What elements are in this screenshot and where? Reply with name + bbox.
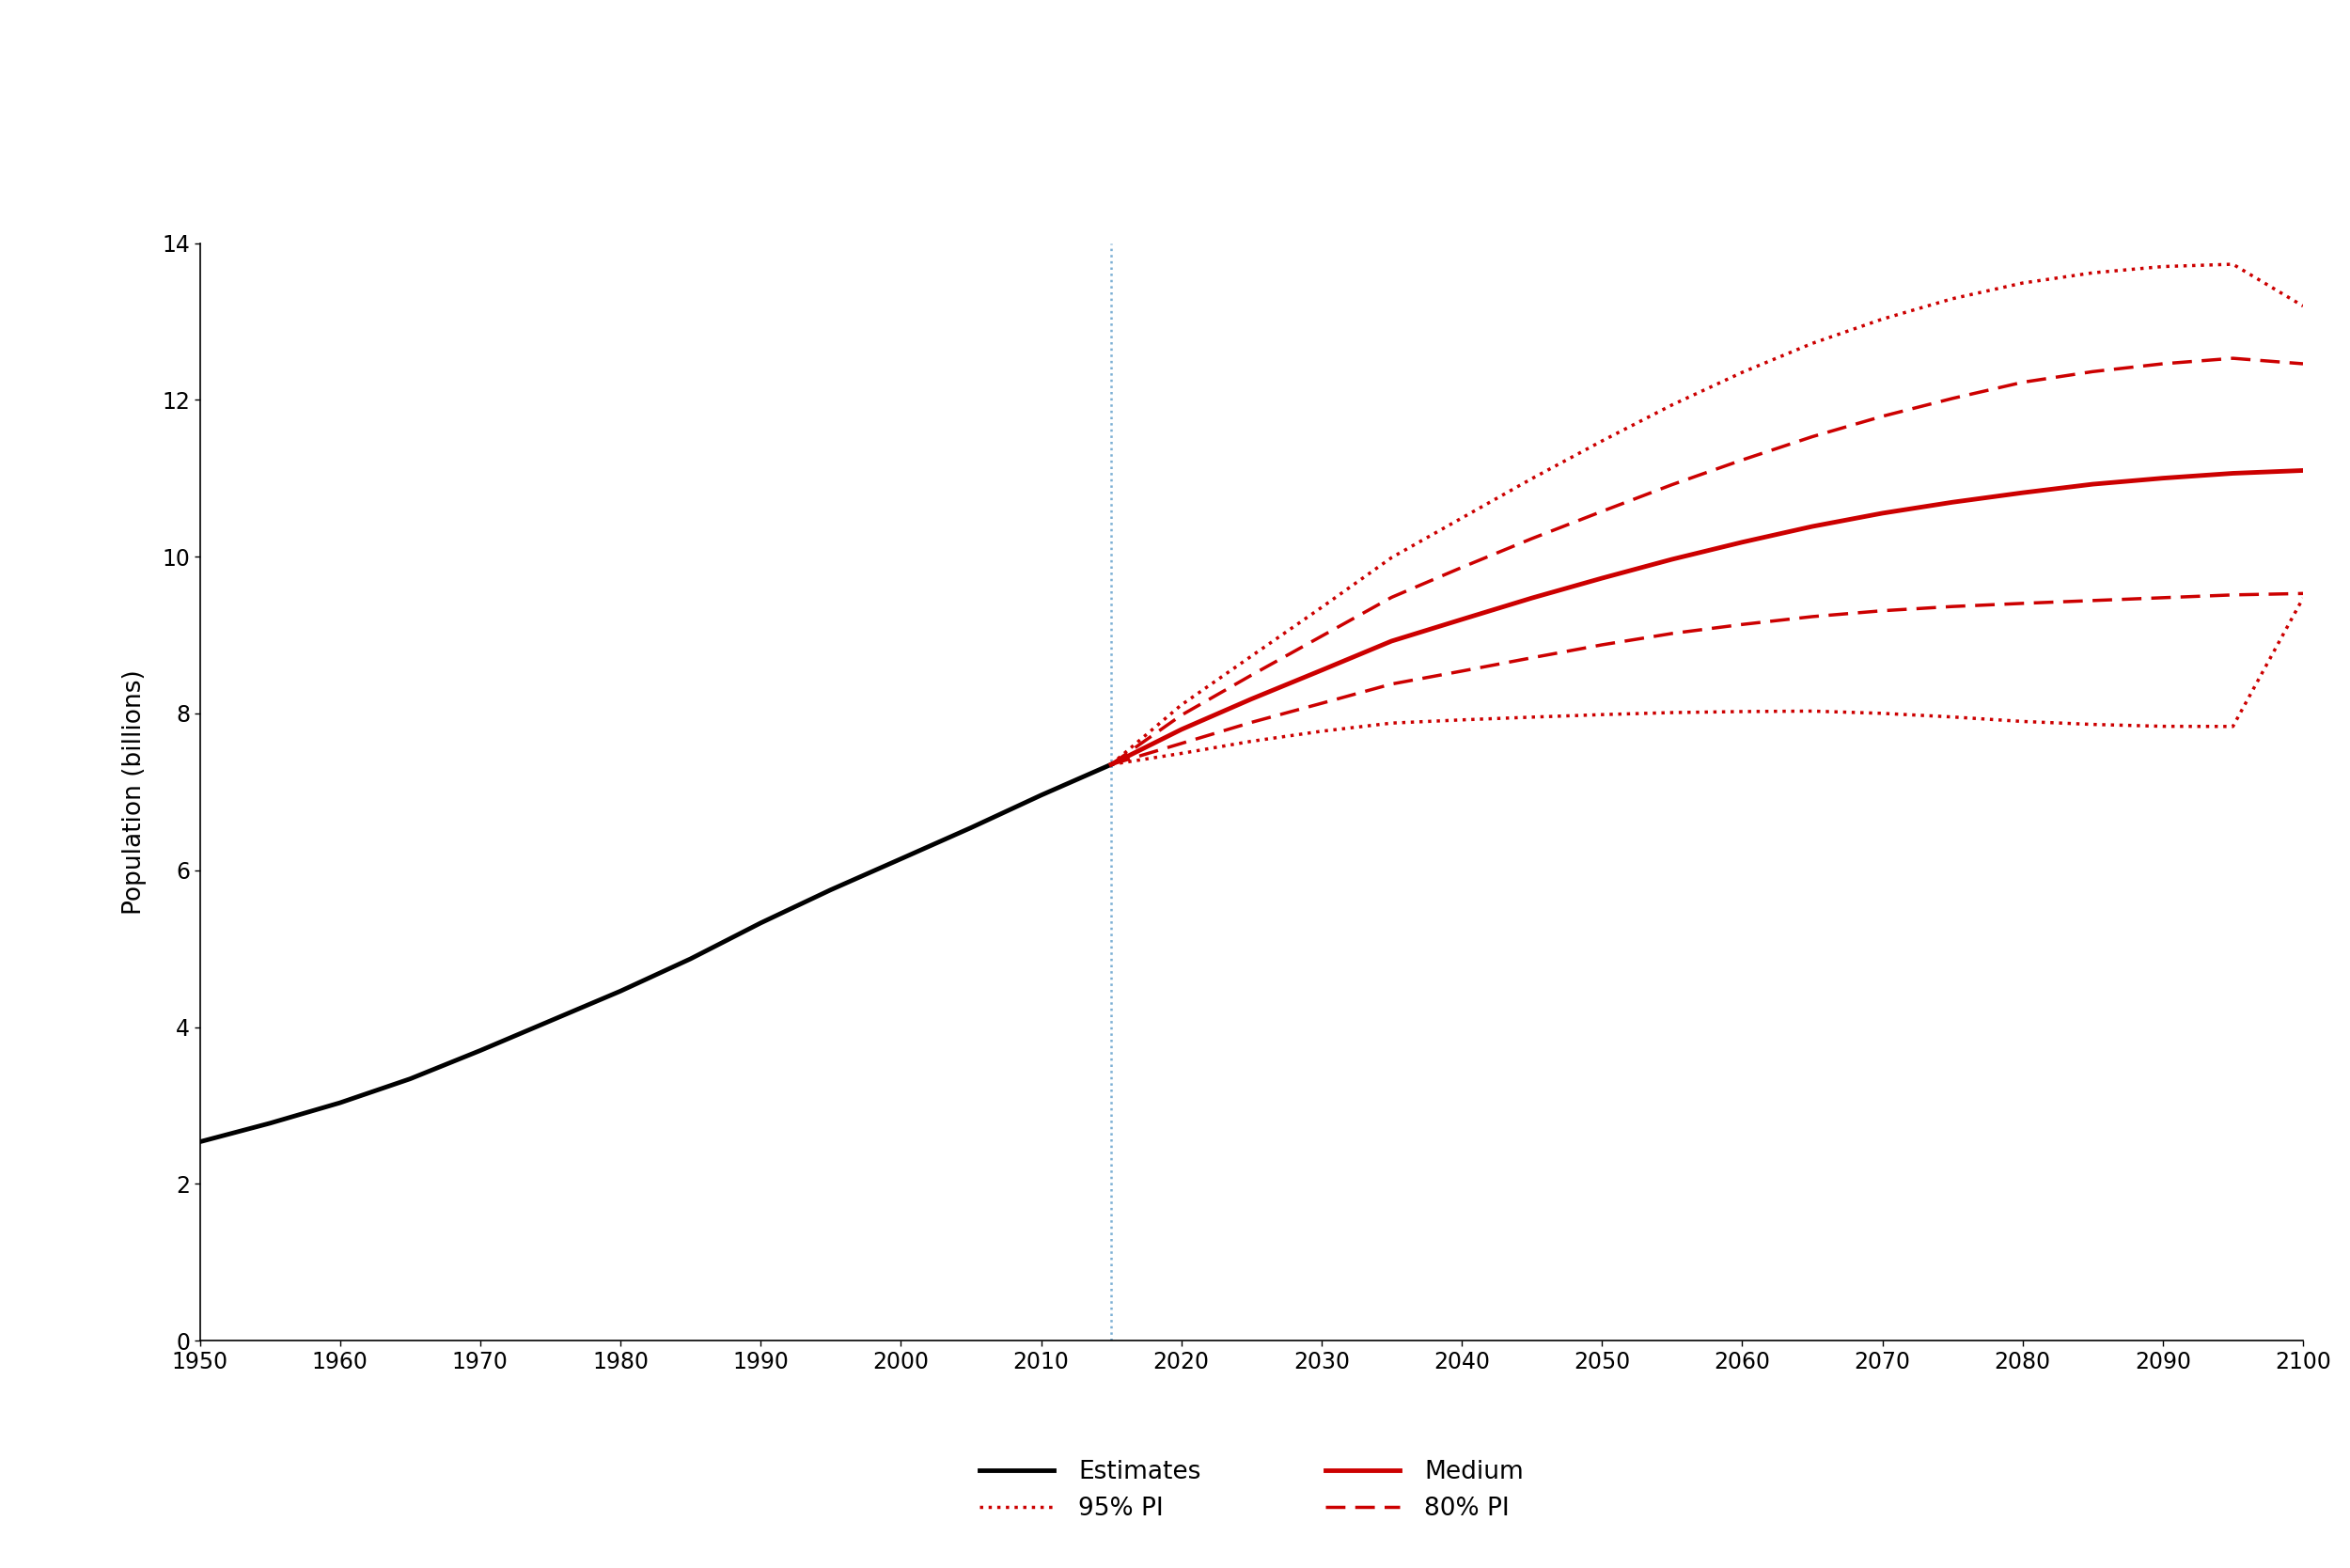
Text: Population of the world: estimates, 1950-2015, medium-variant projection and 80 : Population of the world: estimates, 1950… <box>411 52 1939 83</box>
Y-axis label: Population (billions): Population (billions) <box>122 670 146 914</box>
Text: 95 per cent prediction intervals, 2015-2100: 95 per cent prediction intervals, 2015-2… <box>790 133 1560 165</box>
Legend: Estimates, 95% PI, Medium, 80% PI: Estimates, 95% PI, Medium, 80% PI <box>968 1450 1535 1532</box>
